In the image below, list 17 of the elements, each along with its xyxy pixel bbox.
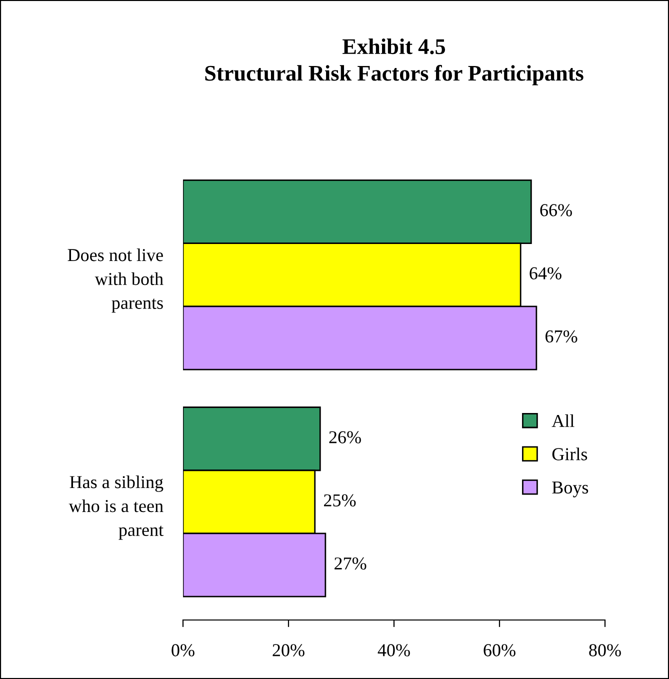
x-tick-label: 80% bbox=[589, 644, 621, 656]
legend-label: Girls bbox=[552, 448, 588, 460]
data-label: 66% bbox=[540, 204, 572, 216]
x-tick-label: 20% bbox=[272, 644, 304, 656]
x-tick-label: 40% bbox=[378, 644, 410, 656]
y-tick-label: Does not live with both parents bbox=[68, 248, 164, 313]
x-tick-label: 0% bbox=[172, 644, 194, 656]
data-label: 27% bbox=[334, 557, 366, 570]
data-label: 64% bbox=[530, 267, 562, 280]
chart-title: Exhibit 4.5 Structural Risk Factors for Participants bbox=[205, 38, 584, 86]
data-label: 25% bbox=[324, 494, 356, 507]
data-label: 67% bbox=[546, 330, 578, 343]
legend-label: Boys bbox=[552, 482, 588, 498]
y-tick-label: Has a sibling who is a teen parent bbox=[68, 476, 164, 540]
data-label: 26% bbox=[329, 431, 361, 444]
legend-label: All bbox=[552, 414, 574, 427]
x-tick-label: 60% bbox=[484, 644, 516, 656]
